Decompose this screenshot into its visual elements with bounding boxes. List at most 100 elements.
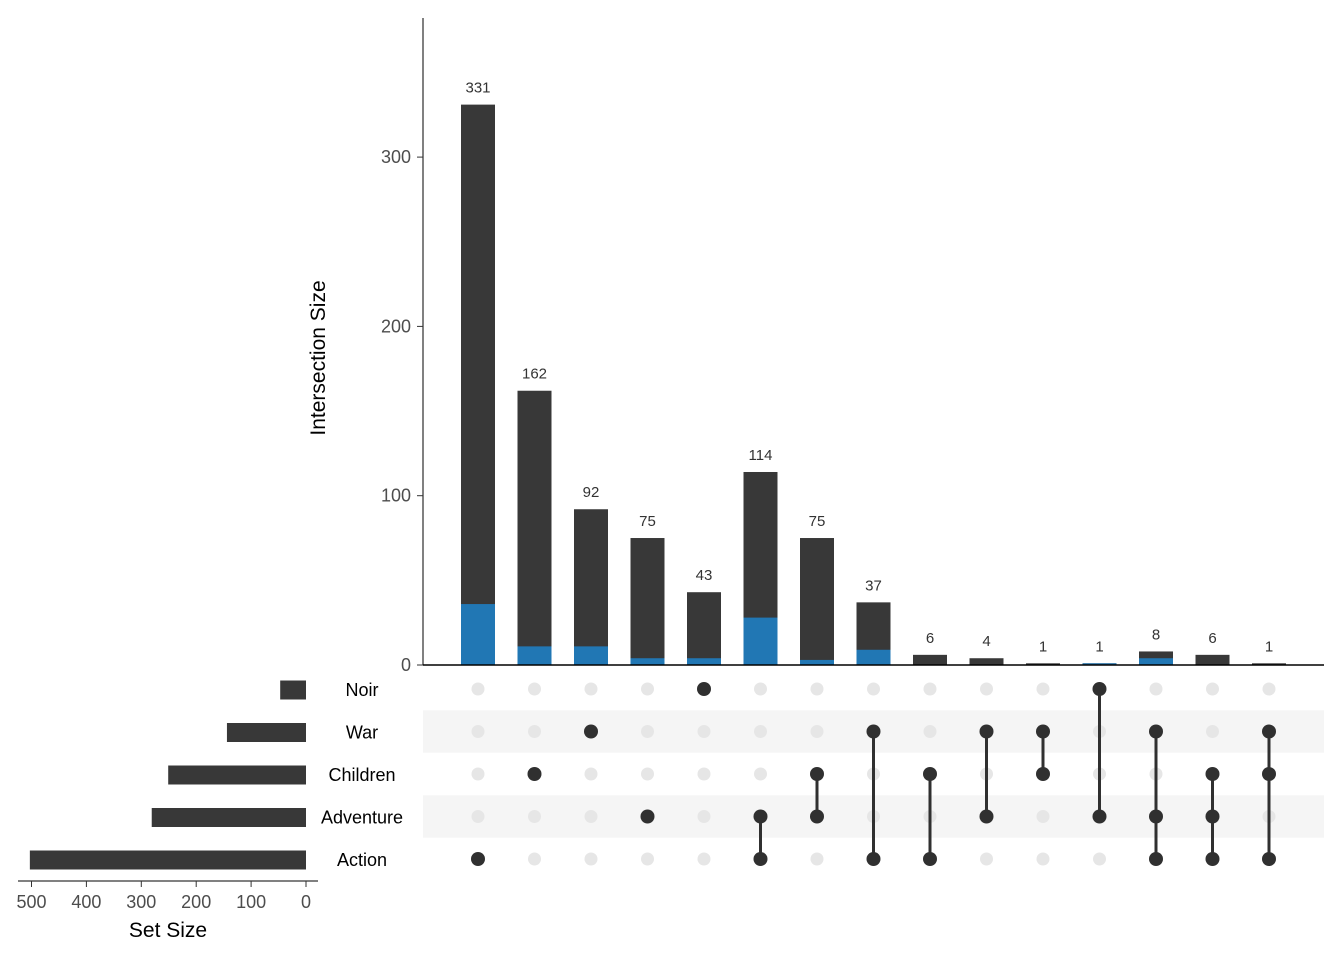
set-size-axis-title: Set Size <box>129 919 207 942</box>
intersection-bar <box>1026 663 1060 665</box>
matrix-dot-active <box>1036 767 1050 781</box>
matrix-dot-inactive <box>528 852 541 866</box>
matrix-dot-inactive <box>1262 682 1276 696</box>
y-tick-label: 300 <box>381 147 411 167</box>
y-tick-label: 200 <box>381 316 411 336</box>
matrix-dot-active <box>810 767 824 781</box>
matrix-dot-inactive <box>1206 682 1219 696</box>
intersection-bar <box>913 654 947 665</box>
intersection-bar <box>969 658 1004 665</box>
intersection-y-axis: 0 100 200 300 <box>381 18 1324 675</box>
intersection-bars: 331 162 92 75 43 114 75 37 6 4 1 1 8 6 1 <box>461 80 1286 665</box>
intersection-count-label: 162 <box>522 366 547 383</box>
intersection-count-label: 8 <box>1152 626 1160 643</box>
set-label-adventure: Adventure <box>321 808 403 828</box>
intersection-count-label: 4 <box>982 633 990 650</box>
matrix-dot-inactive <box>754 682 767 696</box>
matrix-dot-active <box>471 852 485 866</box>
set-size-bar-war <box>226 723 306 742</box>
matrix-dot-inactive <box>810 725 824 738</box>
intersection-count-label: 1 <box>1265 638 1273 655</box>
matrix-dot-inactive <box>1093 852 1106 866</box>
set-size-bar-children <box>168 765 306 785</box>
intersection-bar <box>461 104 495 665</box>
matrix-dot-inactive <box>810 682 824 696</box>
y-tick-label: 0 <box>401 655 411 675</box>
intersection-count-label: 92 <box>583 484 600 501</box>
matrix-dot-inactive <box>584 852 598 866</box>
intersection-matrix <box>471 682 1276 866</box>
intersection-bar <box>1252 663 1286 665</box>
matrix-dot-active <box>979 724 994 739</box>
intersection-count-label: 331 <box>465 80 490 97</box>
matrix-dot-active <box>753 809 768 824</box>
matrix-dot-inactive <box>697 725 711 738</box>
intersection-highlight-bar <box>517 646 552 665</box>
intersection-highlight-bar <box>630 658 665 665</box>
matrix-dot-inactive <box>697 767 711 781</box>
intersection-bar <box>1195 654 1230 665</box>
matrix-dot-active <box>1262 724 1276 739</box>
matrix-dot-active <box>584 724 598 739</box>
set-size-tick-label: 100 <box>236 892 266 912</box>
matrix-dot-inactive <box>754 767 767 781</box>
intersection-highlight-bar <box>687 658 721 665</box>
set-size-bar-adventure <box>151 808 306 827</box>
matrix-dot-active <box>1092 682 1107 696</box>
matrix-dot-inactive <box>641 682 654 696</box>
matrix-dot-inactive <box>980 852 993 866</box>
intersection-bar <box>800 538 834 665</box>
matrix-dot-inactive <box>923 682 937 696</box>
intersection-bar <box>517 390 552 665</box>
set-size-axis: 500 400 300 200 100 0 <box>16 880 318 912</box>
matrix-dot-active <box>866 724 881 739</box>
matrix-dot-inactive <box>528 725 541 738</box>
matrix-dot-active <box>1092 809 1107 824</box>
set-size-tick-label: 400 <box>71 892 101 912</box>
intersection-count-label: 37 <box>865 577 882 594</box>
matrix-dot-active <box>1205 852 1220 866</box>
matrix-dot-inactive <box>1036 810 1050 823</box>
matrix-dot-active <box>1262 767 1276 781</box>
intersection-highlight-bar <box>1139 658 1173 665</box>
matrix-dot-active <box>753 852 768 866</box>
intersection-count-label: 75 <box>809 513 826 530</box>
matrix-dot-active <box>810 809 824 824</box>
intersection-highlight-bar <box>856 649 891 665</box>
matrix-dot-active <box>1262 852 1276 866</box>
set-size-tick-label: 0 <box>301 892 311 912</box>
matrix-dot-active <box>866 852 881 866</box>
matrix-dot-inactive <box>867 682 880 696</box>
y-tick-label: 100 <box>381 486 411 506</box>
matrix-dot-active <box>979 809 994 824</box>
set-size-tick-label: 500 <box>16 892 46 912</box>
set-label-war: War <box>346 723 378 743</box>
set-size-tick-label: 300 <box>126 892 156 912</box>
matrix-dot-inactive <box>528 810 541 823</box>
matrix-dot-inactive <box>641 725 654 738</box>
matrix-dot-active <box>1205 767 1220 781</box>
intersection-count-label: 114 <box>749 447 773 464</box>
matrix-dot-inactive <box>754 725 767 738</box>
intersection-count-label: 1 <box>1095 638 1103 655</box>
intersection-highlight-bar <box>461 604 495 665</box>
intersection-highlight-bar <box>1082 663 1117 665</box>
matrix-dot-inactive <box>471 767 485 781</box>
set-size-bars <box>29 680 307 870</box>
matrix-dot-inactive <box>1149 682 1163 696</box>
y-axis-title: Intersection Size <box>307 280 330 435</box>
matrix-dot-inactive <box>641 852 654 866</box>
matrix-dot-inactive <box>471 725 485 738</box>
matrix-dot-inactive <box>584 810 598 823</box>
matrix-dot-active <box>697 682 711 696</box>
intersection-count-label: 1 <box>1039 638 1047 655</box>
intersection-count-label: 43 <box>696 567 713 584</box>
matrix-dot-inactive <box>1036 682 1050 696</box>
matrix-dot-active <box>640 809 655 824</box>
matrix-dot-inactive <box>980 682 993 696</box>
matrix-dot-active <box>1205 809 1220 824</box>
matrix-dot-active <box>1149 852 1163 866</box>
intersection-count-label: 6 <box>926 630 934 647</box>
intersection-count-label: 6 <box>1208 630 1216 647</box>
